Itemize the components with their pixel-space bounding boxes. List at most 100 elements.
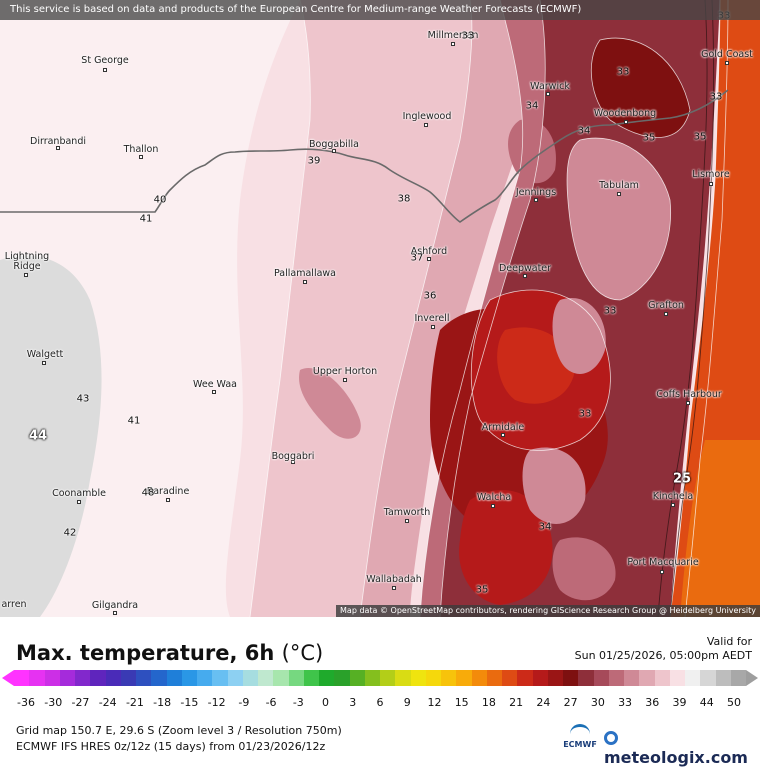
color-scale-tick-label: 39 bbox=[672, 696, 687, 709]
color-scale-tick-label: 24 bbox=[536, 696, 551, 709]
color-scale-segment bbox=[14, 670, 30, 686]
meteologix-logo-text: meteologix.com bbox=[604, 748, 748, 767]
ecmwf-logo-icon bbox=[570, 724, 590, 739]
town-dot bbox=[664, 312, 668, 316]
color-scale-segment bbox=[456, 670, 472, 686]
color-scale-tick-label: -21 bbox=[125, 696, 144, 709]
town-dot bbox=[686, 401, 690, 405]
town-dot bbox=[113, 611, 117, 615]
town-dot bbox=[546, 92, 550, 96]
color-scale-tick-label: 3 bbox=[349, 696, 357, 709]
title-unit: (°C) bbox=[281, 641, 324, 665]
town-label-boggabri: Boggabri bbox=[271, 451, 315, 462]
color-scale-segment bbox=[441, 670, 457, 686]
town-label-millmerran: Millmerran bbox=[427, 30, 479, 41]
scale-min-arrow bbox=[2, 670, 14, 686]
color-scale-tick-label: 44 bbox=[699, 696, 714, 709]
color-scale-segment bbox=[242, 670, 258, 686]
valid-for-label: Valid for bbox=[706, 635, 752, 648]
town-label-tamworth: Tamworth bbox=[383, 507, 431, 518]
town-label-inverell: Inverell bbox=[414, 313, 450, 324]
town-label-armidale: Armidale bbox=[481, 422, 525, 433]
color-scale-segment bbox=[730, 670, 746, 686]
town-dot bbox=[77, 500, 81, 504]
color-scale-segment bbox=[593, 670, 609, 686]
town-label-grafton: Grafton bbox=[648, 300, 684, 311]
color-scale-tick-label: 0 bbox=[322, 696, 330, 709]
color-scale-ticks: -36 -30 -27 -24 -21 -18 -15 -12 -9 -6 -3 0 3 6 9 12 15 18… bbox=[14, 696, 746, 710]
town-label-ashford: Ashford bbox=[410, 246, 448, 257]
town-label-wee-waa: Wee Waa bbox=[193, 379, 237, 390]
color-scale-segment bbox=[120, 670, 136, 686]
color-scale-segment bbox=[532, 670, 548, 686]
color-scale-segment bbox=[303, 670, 319, 686]
color-scale-tick-label: -6 bbox=[265, 696, 277, 709]
meteologix-logo-icon bbox=[604, 731, 618, 745]
color-scale-segment bbox=[700, 670, 716, 686]
town-label-jennings: Jennings bbox=[515, 187, 557, 198]
color-scale-tick-label: 50 bbox=[727, 696, 741, 709]
color-scale-tick-label: 12 bbox=[427, 696, 442, 709]
temperature-map[interactable]: St George Millmerran Gold Coast Warwick … bbox=[0, 0, 760, 617]
ecmwf-logo[interactable]: ECMWF bbox=[560, 724, 600, 749]
color-scale-segment bbox=[136, 670, 152, 686]
contour-label: 38 bbox=[397, 193, 411, 205]
contour-label: 41 bbox=[139, 213, 153, 225]
town-label-wallabadah: Wallabadah bbox=[366, 574, 422, 585]
town-dot bbox=[343, 378, 347, 382]
color-scale-segment bbox=[29, 670, 45, 686]
temperature-field bbox=[0, 0, 760, 617]
osm-attribution[interactable]: Map data © OpenStreetMap contributors, r… bbox=[336, 605, 760, 617]
town-dot bbox=[617, 192, 621, 196]
color-scale-tick-label: -36 bbox=[17, 696, 35, 709]
valid-time: Sun 01/25/2026, 05:00pm AEDT bbox=[574, 649, 752, 662]
ecmwf-logo-text: ECMWF bbox=[563, 740, 597, 749]
color-scale-segment bbox=[319, 670, 335, 686]
color-scale-tick-label: 21 bbox=[509, 696, 524, 709]
town-dot bbox=[291, 460, 295, 464]
color-scale-segment bbox=[624, 670, 640, 686]
scale-max-arrow bbox=[746, 670, 758, 686]
title-text: Max. temperature, 6h bbox=[16, 641, 275, 665]
color-scale-segment bbox=[212, 670, 228, 686]
contour-label: 42 bbox=[63, 527, 77, 539]
color-scale-tick-label: -27 bbox=[71, 696, 90, 709]
contour-label: 25 bbox=[672, 471, 692, 487]
town-label-thallon: Thallon bbox=[123, 144, 159, 155]
town-dot bbox=[725, 61, 729, 65]
color-scale-tick-label: -9 bbox=[238, 696, 250, 709]
color-scale-segment bbox=[563, 670, 579, 686]
town-label-boggabilla: Boggabilla bbox=[309, 139, 359, 150]
contour-label: 35 bbox=[642, 132, 656, 144]
contour-label: 33 bbox=[603, 305, 617, 317]
contour-label: 39 bbox=[307, 155, 321, 167]
color-scale-tick-label: 6 bbox=[376, 696, 384, 709]
town-dot bbox=[303, 280, 307, 284]
town-label-coffs-harbour: Coffs Harbour bbox=[656, 389, 722, 400]
color-scale-segment bbox=[44, 670, 60, 686]
color-scale-tick-label: -15 bbox=[180, 696, 199, 709]
color-scale-segment bbox=[395, 670, 411, 686]
meteologix-logo[interactable]: meteologix.com bbox=[604, 729, 760, 767]
color-scale-segment bbox=[166, 670, 182, 686]
town-dot bbox=[212, 390, 216, 394]
town-dot bbox=[534, 198, 538, 202]
town-label-warwick: Warwick bbox=[530, 81, 570, 92]
grid-info: Grid map 150.7 E, 29.6 S (Zoom level 3 /… bbox=[16, 724, 342, 737]
color-scale-segment bbox=[380, 670, 396, 686]
town-dot bbox=[139, 155, 143, 159]
town-label-woodenbong: Woodenbong bbox=[593, 108, 657, 119]
contour-label: 33 bbox=[461, 30, 475, 42]
contour-label: 43 bbox=[76, 393, 90, 405]
contour-label: 37 bbox=[410, 252, 424, 264]
color-scale-segment bbox=[471, 670, 487, 686]
color-scale-segment bbox=[105, 670, 121, 686]
color-scale-segment bbox=[486, 670, 502, 686]
contour-label: 48 bbox=[141, 487, 155, 499]
color-scale-tick-label: 36 bbox=[645, 696, 660, 709]
town-dot bbox=[624, 120, 628, 124]
color-scale-segment bbox=[258, 670, 274, 686]
town-dot bbox=[431, 325, 435, 329]
color-scale-segment bbox=[502, 670, 518, 686]
contour-label: 41 bbox=[127, 415, 141, 427]
